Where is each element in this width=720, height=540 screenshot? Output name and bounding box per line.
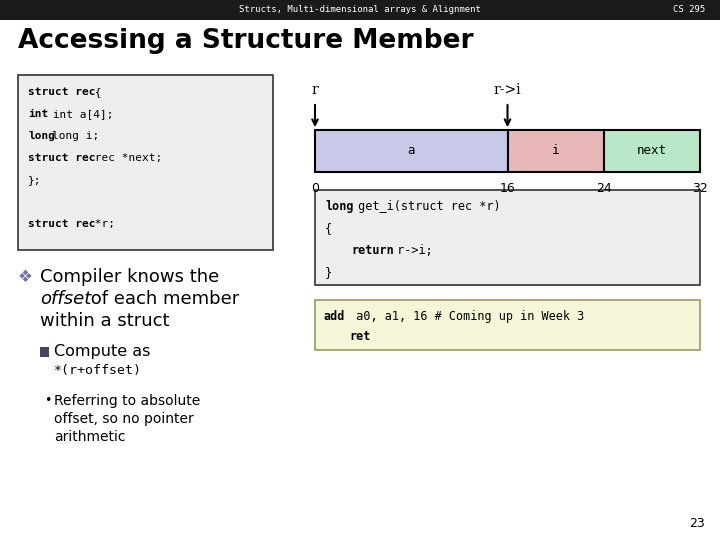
Text: 24: 24 (596, 181, 611, 194)
Text: arithmetic: arithmetic (54, 430, 125, 444)
Text: *(r+offset): *(r+offset) (54, 364, 142, 377)
Text: offset, so no pointer: offset, so no pointer (54, 412, 194, 426)
Text: offset: offset (40, 290, 91, 308)
Text: {: { (88, 87, 102, 97)
Text: next: next (637, 145, 667, 158)
Text: struct rec: struct rec (28, 87, 96, 97)
Text: 32: 32 (692, 181, 708, 194)
Text: a0, a1, 16 # Coming up in Week 3: a0, a1, 16 # Coming up in Week 3 (343, 310, 585, 323)
Text: r->i: r->i (494, 83, 521, 97)
Bar (315, 190, 700, 285)
Text: return: return (351, 244, 394, 257)
Text: of each member: of each member (85, 290, 239, 308)
Text: 0: 0 (311, 181, 319, 194)
Text: •: • (44, 394, 51, 407)
Text: Compiler knows the: Compiler knows the (40, 268, 220, 286)
Text: i: i (552, 145, 559, 158)
Text: add: add (323, 310, 344, 323)
Text: a: a (408, 145, 415, 158)
Text: r->i;: r->i; (390, 244, 433, 257)
Text: ❖: ❖ (18, 268, 33, 286)
Text: long: long (325, 200, 354, 213)
Bar (508, 130, 604, 172)
Text: within a struct: within a struct (40, 312, 169, 330)
Text: int: int (28, 109, 48, 119)
Bar (604, 130, 700, 172)
Text: *r;: *r; (88, 219, 115, 229)
Bar (0, 0, 720, 20)
Text: 16: 16 (500, 181, 516, 194)
Text: };: }; (28, 175, 42, 185)
Bar (315, 300, 700, 350)
Text: {: { (325, 222, 332, 235)
Text: struct rec: struct rec (28, 219, 96, 229)
Text: long i;: long i; (52, 131, 99, 141)
Text: rec *next;: rec *next; (88, 153, 162, 163)
Bar (40, 347, 49, 357)
Bar (18, 75, 273, 250)
Text: ret: ret (349, 330, 370, 343)
Text: 23: 23 (689, 517, 705, 530)
Text: Referring to absolute: Referring to absolute (54, 394, 200, 408)
Text: }: } (325, 266, 332, 279)
Text: r: r (312, 83, 318, 97)
Text: Compute as: Compute as (54, 344, 150, 359)
Text: Accessing a Structure Member: Accessing a Structure Member (18, 28, 474, 54)
Text: int a[4];: int a[4]; (46, 109, 114, 119)
Text: struct rec: struct rec (28, 153, 96, 163)
Text: long: long (28, 131, 55, 141)
Text: get_i(struct rec *r): get_i(struct rec *r) (351, 200, 500, 213)
Bar (315, 130, 508, 172)
Text: Structs, Multi-dimensional arrays & Alignment: Structs, Multi-dimensional arrays & Alig… (239, 5, 481, 15)
Text: CS 295: CS 295 (672, 5, 705, 15)
